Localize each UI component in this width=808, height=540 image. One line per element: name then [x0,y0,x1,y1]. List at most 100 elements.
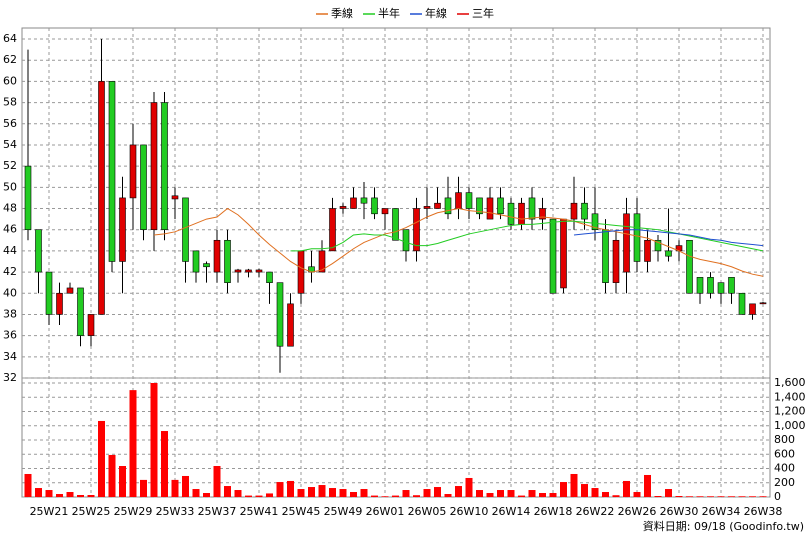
candle-body [350,197,357,209]
x-tick-label: 26W34 [702,505,741,518]
volume-bar [749,496,756,497]
candle-body [759,302,767,305]
candle-body [245,269,252,273]
candle-body [276,282,284,347]
candle-body [45,271,53,315]
volume-bar [675,496,683,497]
y-tick-label: 42 [3,265,17,278]
candle-body [203,263,210,268]
volume-bar [56,494,63,497]
volume-bar [476,490,483,497]
candle-body [717,282,725,294]
volume-bar [213,466,221,497]
candle-body [171,195,179,200]
candle-body [224,239,231,283]
volume-bar [507,490,515,497]
y2-tick-label: 200 [774,476,795,489]
volume-bar [266,493,273,497]
candle-body [623,213,630,273]
y-tick-label: 46 [3,223,17,236]
candle-body [56,292,63,315]
volume-bar [707,496,714,497]
volume-bar [654,496,662,497]
x-tick-label: 26W30 [660,505,699,518]
volume-bar [434,487,441,497]
candle-body [255,269,263,273]
ma-line [573,229,764,247]
y-tick-label: 38 [3,307,17,320]
y-tick-label: 50 [3,180,17,193]
x-tick-label: 26W26 [618,505,657,518]
y-tick-label: 52 [3,159,17,172]
volume-bar [423,489,431,497]
candle-body [707,277,714,294]
y-tick-label: 34 [3,350,17,363]
candle-body [213,239,221,273]
volume-bar [539,493,546,497]
candle-body [413,208,420,252]
x-tick-label: 25W29 [114,505,153,518]
candle-body [129,144,137,199]
y-tick-label: 64 [3,32,17,45]
candle-body [570,202,578,220]
ma-line [290,220,764,252]
volume-bar [455,486,462,497]
candle-body [182,197,189,262]
candle-body [234,269,242,273]
candle-body [339,206,347,209]
volume-bar [486,493,494,497]
volume-bar [528,490,536,497]
volume-bar [98,420,105,497]
y-tick-label: 60 [3,74,17,87]
candle-body [738,292,746,315]
volume-bar [570,473,578,497]
y-tick-label: 40 [3,286,17,299]
volume-bar [224,486,231,497]
candle-body [87,314,95,336]
x-tick-label: 26W05 [408,505,447,518]
volume-bar [696,496,704,497]
volume-bar [686,496,693,497]
candle-body [434,202,441,209]
volume-bar [192,489,200,497]
volume-bar [171,479,179,497]
volume-bar [612,495,620,497]
x-tick-label: 25W33 [156,505,195,518]
x-tick-label: 25W41 [240,505,279,518]
x-tick-label: 25W21 [30,505,69,518]
candle-body [696,277,704,294]
volume-bar [465,477,473,497]
volume-bar [602,492,609,497]
volume-bar [140,479,147,497]
volume-bar [350,492,357,497]
y-tick-label: 62 [3,53,17,66]
candle-body [161,102,168,230]
price-frame [21,27,771,379]
candle-body [140,144,147,230]
volume-bar [150,383,158,497]
volume-bar [738,496,746,497]
candle-body [192,250,200,273]
candle-body [66,287,74,294]
y2-tick-label: 1,600 [774,376,806,389]
x-tick-label: 26W18 [534,505,573,518]
candle-body [77,287,84,336]
x-tick-label: 26W22 [576,505,615,518]
volume-bar [24,473,32,497]
candle-body [297,250,305,294]
volume-bar [45,490,53,497]
volume-bar [245,495,252,497]
volume-bar [161,431,168,497]
candle-body [150,102,158,230]
volume-bar [360,489,368,497]
volume-bar [497,490,504,497]
volume-bar [381,496,389,497]
volume-bar [591,488,599,497]
volume-bar [255,495,263,497]
candle-body [455,192,462,209]
candle-body [318,250,326,273]
volume-bar [413,495,420,497]
volume-bar [276,482,284,497]
candle-body [24,165,32,230]
